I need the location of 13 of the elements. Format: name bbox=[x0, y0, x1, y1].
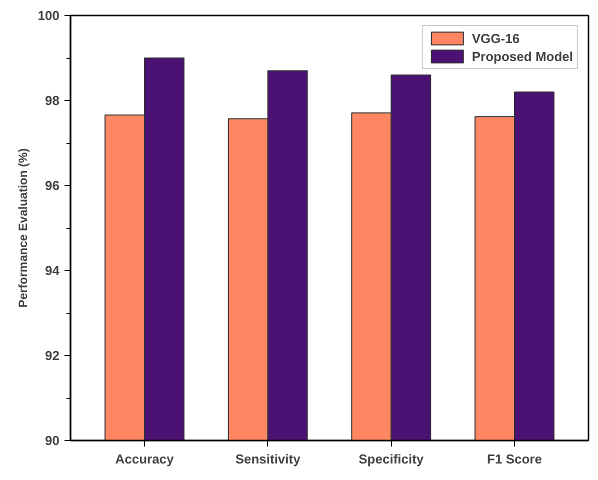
y-axis-title: Performance Evaluation (%) bbox=[16, 148, 30, 308]
y-tick-label: 94 bbox=[45, 263, 60, 278]
y-tick-label: 90 bbox=[45, 433, 60, 448]
y-tick-label: 96 bbox=[45, 178, 60, 193]
x-tick-label: Specificity bbox=[358, 452, 424, 466]
x-tick-label: F1 Score bbox=[487, 452, 542, 466]
x-tick-label: Accuracy bbox=[115, 452, 175, 466]
x-tick-label: Sensitivity bbox=[235, 452, 302, 466]
y-tick-label: 98 bbox=[45, 93, 60, 108]
y-tick-label: 100 bbox=[38, 8, 60, 23]
y-tick-label: 92 bbox=[45, 348, 60, 363]
legend-label: Proposed Model bbox=[472, 48, 573, 64]
legend-label: VGG-16 bbox=[472, 30, 520, 46]
